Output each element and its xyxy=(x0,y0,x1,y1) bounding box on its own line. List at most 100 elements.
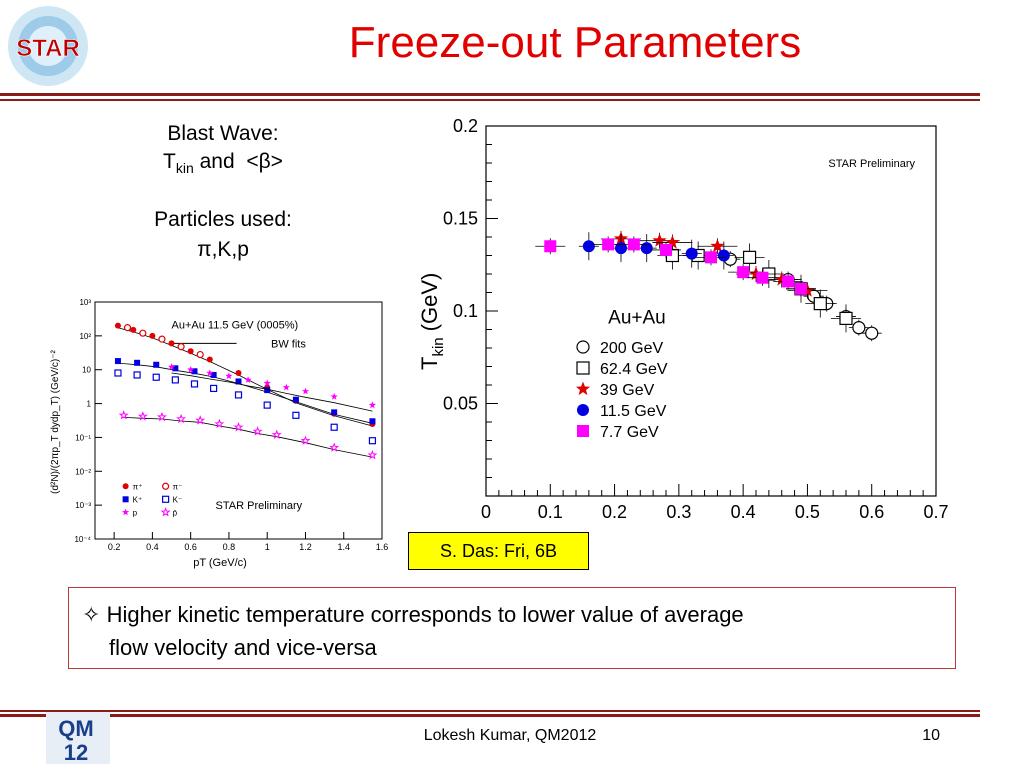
data-point xyxy=(130,326,137,333)
y-tick-label: 1 xyxy=(87,400,92,409)
data-point xyxy=(206,369,214,376)
data-point xyxy=(153,361,160,368)
x-tick-label: 0.2 xyxy=(108,542,121,552)
star-logo: STAR xyxy=(8,6,88,86)
data-point xyxy=(156,411,167,422)
star-logo-text: STAR xyxy=(16,35,80,62)
data-point xyxy=(134,359,141,366)
data-point xyxy=(800,283,815,297)
qm-logo-year: 12 xyxy=(64,740,88,764)
data-point xyxy=(187,348,194,355)
legend-label: 200 GeV xyxy=(600,340,663,357)
y-tick-label: 10⁻¹ xyxy=(75,433,91,442)
data-point xyxy=(263,401,271,409)
y-tick-label: 0.2 xyxy=(453,116,478,136)
data-point xyxy=(177,343,185,351)
y-tick-label: 10³ xyxy=(79,298,91,307)
x-tick-label: 1.2 xyxy=(299,542,312,552)
data-point xyxy=(615,242,627,255)
footer-rule-thick xyxy=(0,714,980,717)
data-point xyxy=(214,418,225,429)
data-point xyxy=(813,297,827,311)
x-tick-label: 0.6 xyxy=(184,542,197,552)
data-point xyxy=(264,387,271,394)
slide-title: Freeze-out Parameters xyxy=(348,18,802,67)
tkin-subscript: kin xyxy=(175,160,194,177)
bullet-icon: ✧ xyxy=(82,602,101,627)
data-point xyxy=(152,373,160,381)
data-point xyxy=(196,350,204,359)
spectra-plot: 0.2 0.4 0.6 0.8 1 1.2 1.4 1.6 10⁻⁴ 10⁻³ 10⁻² 10⁻¹ 1 1… xyxy=(50,298,388,569)
data-point xyxy=(187,366,195,373)
legend-marker xyxy=(576,361,590,375)
data-point xyxy=(665,235,680,249)
qm-logo-text: QM xyxy=(58,716,93,741)
data-point xyxy=(176,413,187,424)
data-point xyxy=(210,371,217,378)
data-point xyxy=(114,358,121,365)
data-point xyxy=(225,372,233,380)
qm2012-logo: QM 12 xyxy=(46,712,110,764)
data-point xyxy=(210,384,218,393)
data-point xyxy=(114,369,122,377)
y-tick-label: 0.1 xyxy=(453,301,478,321)
data-point xyxy=(331,409,338,416)
data-point xyxy=(705,251,717,264)
tkin-symbol: T xyxy=(163,150,176,173)
x-tick-label: 0.1 xyxy=(538,502,563,522)
x-tick-label: 0.7 xyxy=(923,502,948,522)
x-tick-label: 0.5 xyxy=(795,502,820,522)
data-point xyxy=(292,411,300,419)
x-tick-label: 0.4 xyxy=(731,502,756,522)
talk-reference-box: S. Das: Fri, 6B xyxy=(408,532,589,570)
legend-marker xyxy=(162,482,170,490)
data-point xyxy=(330,392,338,400)
x-tick-label: 0.8 xyxy=(223,542,236,552)
blast-wave-text: Blast Wave: Tkin and <β> xyxy=(108,120,338,182)
data-point xyxy=(602,238,615,251)
data-point xyxy=(171,376,179,384)
data-point xyxy=(368,437,377,445)
data-point xyxy=(206,356,213,363)
bw-fit-curve xyxy=(171,372,373,412)
data-point xyxy=(133,371,141,379)
y-tick-label: 0.15 xyxy=(443,209,478,229)
data-point xyxy=(710,238,725,253)
data-point xyxy=(149,332,156,339)
page-number: 10 xyxy=(922,727,940,744)
conclusion-text: ✧ Higher kinetic temperature corresponds… xyxy=(82,598,942,664)
legend-label: 7.7 GeV xyxy=(600,424,659,441)
x-tick-label: 1 xyxy=(265,542,270,552)
data-point xyxy=(195,415,206,425)
data-point xyxy=(852,321,866,335)
data-point xyxy=(330,423,338,431)
data-point xyxy=(158,335,166,343)
legend-label: K⁺ xyxy=(133,495,143,504)
bw-fit-curve xyxy=(123,416,373,458)
footer-rule-thin xyxy=(0,710,980,712)
data-point xyxy=(118,410,129,420)
data-point xyxy=(368,401,376,409)
legend-marker xyxy=(122,483,129,490)
legend-label: p̄ xyxy=(173,508,178,517)
data-point xyxy=(137,411,148,421)
blast-wave-label: Blast Wave: xyxy=(167,122,279,145)
data-point xyxy=(123,324,132,332)
chart-annotation: STAR Preliminary xyxy=(216,500,303,512)
tkin-beta-plot: 0 0.1 0.2 0.3 0.4 0.5 0.6 0.7 0.05 0.1 0.15 0.2 STAR… xyxy=(417,116,949,522)
data-point xyxy=(685,247,698,260)
particles-text: Particles used: π,K,p xyxy=(118,205,328,265)
beta-symbol: <β> xyxy=(246,150,283,173)
y-axis-label-sub: kin xyxy=(430,337,447,356)
data-point xyxy=(292,396,299,403)
spectra-title: Au+Au 11.5 GeV (0005%) xyxy=(172,320,299,332)
data-point xyxy=(640,242,653,255)
legend-label: 62.4 GeV xyxy=(600,361,668,378)
x-tick-label: 0.3 xyxy=(666,502,691,522)
data-point xyxy=(233,422,244,432)
x-tick-label: 0.4 xyxy=(146,542,159,552)
qm-logo-background xyxy=(46,712,110,764)
data-point xyxy=(795,282,807,295)
conclusion-box xyxy=(68,587,956,669)
legend-label: 39 GeV xyxy=(600,382,655,399)
